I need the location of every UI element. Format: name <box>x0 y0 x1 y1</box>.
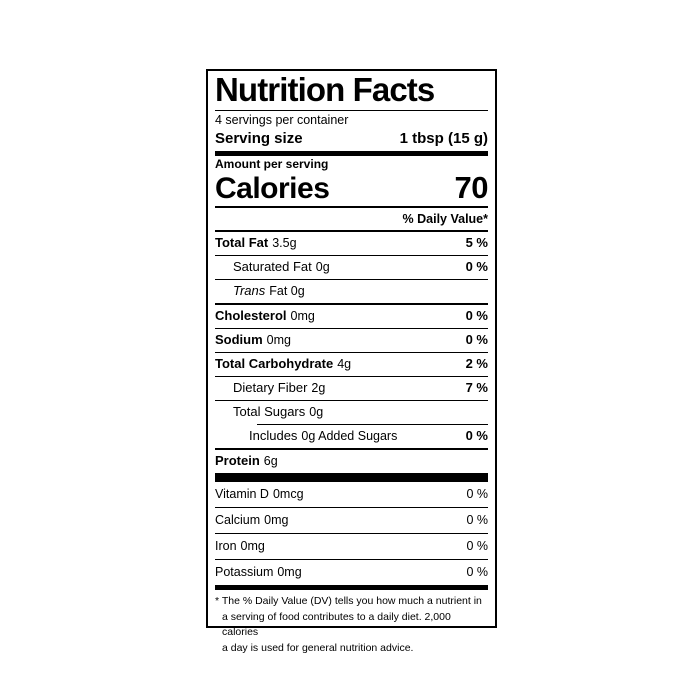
vitamin-name: Iron <box>215 539 237 553</box>
nutrient-dv: 0 % <box>465 332 488 347</box>
calories-value: 70 <box>454 170 489 205</box>
calories-label: Calories <box>215 172 330 205</box>
nutrient-qty: 6g <box>263 454 278 468</box>
nutrient-dv: 0 % <box>465 259 488 274</box>
vitamin-qty: 0mcg <box>272 487 304 501</box>
page-title: Nutrition Facts <box>215 71 435 108</box>
nutrient-dv: 0 % <box>465 308 488 323</box>
nutrient-row-cholesterol: Cholesterol 0mg 0 % <box>215 305 488 328</box>
nutrient-row-sodium: Sodium 0mg 0 % <box>215 329 488 352</box>
serving-size-value: 1 tbsp (15 g) <box>399 130 488 147</box>
nutrient-name: Total Fat <box>215 235 269 250</box>
thick-divider-footnote <box>215 585 488 590</box>
nutrient-dv: 2 % <box>465 356 488 371</box>
nutrient-row-protein: Protein 6g <box>215 450 488 473</box>
vitamin-dv: 0 % <box>466 487 488 501</box>
nutrient-dv: 5 % <box>465 235 488 250</box>
nutrient-row-total-sugars: Total Sugars 0g <box>215 401 488 424</box>
row-divider <box>215 328 488 329</box>
nutrient-name: Sodium <box>215 332 263 347</box>
footnote-line-2: a serving of food contributes to a daily… <box>222 610 451 639</box>
row-divider-indented <box>257 424 488 425</box>
nutrient-name: Total Carbohydrate <box>215 356 334 371</box>
nutrient-row-dietary-fiber: Dietary Fiber 2g 7 % <box>215 377 488 400</box>
daily-value-header: % Daily Value* <box>402 212 488 226</box>
title-divider <box>215 110 488 111</box>
nutrient-qty: 0mg <box>266 333 291 347</box>
nutrient-name: Dietary Fiber <box>233 380 308 395</box>
vitamin-row-calcium: Calcium 0mg 0 % <box>215 508 488 533</box>
vitamin-dv: 0 % <box>466 565 488 579</box>
nutrient-dv: 7 % <box>465 380 488 395</box>
nutrition-facts-panel: Nutrition Facts 4 servings per container… <box>206 69 497 654</box>
vitamin-name: Potassium <box>215 565 274 579</box>
nutrient-row-total-carbohydrate: Total Carbohydrate 4g 2 % <box>215 353 488 376</box>
row-divider <box>215 352 488 353</box>
vitamin-dv: 0 % <box>466 513 488 527</box>
divider-below-calories <box>215 206 488 208</box>
vitamin-name: Calcium <box>215 513 261 527</box>
nutrient-row-total-fat: Total Fat 3.5g 5 % <box>215 232 488 255</box>
row-divider <box>215 507 488 508</box>
row-divider <box>215 279 488 280</box>
row-divider <box>215 559 488 560</box>
servings-per-container: 4 servings per container <box>215 113 349 127</box>
serving-size-label: Serving size <box>215 130 303 147</box>
amount-per-serving-label: Amount per serving <box>215 157 329 171</box>
footnote-line-1: * The % Daily Value (DV) tells you how m… <box>215 595 482 607</box>
row-divider <box>215 303 488 305</box>
daily-value-footnote: * The % Daily Value (DV) tells you how m… <box>215 590 488 656</box>
nutrient-row-saturated-fat: Saturated Fat 0g 0 % <box>215 256 488 279</box>
nutrient-qty: 0g <box>315 260 330 274</box>
row-divider <box>215 376 488 377</box>
vitamin-qty: 0mg <box>264 513 289 527</box>
vitamin-qty: 0mg <box>277 565 302 579</box>
nutrient-name: Cholesterol <box>215 308 287 323</box>
nutrient-qty: 3.5g <box>272 236 297 250</box>
nutrient-name: Saturated Fat <box>233 259 312 274</box>
row-divider <box>215 400 488 401</box>
serving-size-row: Serving size 1 tbsp (15 g) <box>215 129 488 151</box>
calories-row: Calories 70 <box>215 170 489 206</box>
row-divider <box>215 448 488 450</box>
row-divider <box>215 533 488 534</box>
divider-above-total-fat <box>215 230 488 232</box>
footnote-line-3: a day is used for general nutrition advi… <box>222 641 414 654</box>
nutrient-qty: 0g Added Sugars <box>301 429 398 443</box>
nutrient-name: Trans <box>233 283 266 298</box>
nutrient-name: Includes <box>249 428 298 443</box>
nutrient-qty: 4g <box>337 357 352 371</box>
vitamin-row-iron: Iron 0mg 0 % <box>215 534 488 559</box>
nutrient-row-added-sugars: Includes 0g Added Sugars 0 % <box>215 425 488 448</box>
nutrient-qty: 0g <box>309 405 324 419</box>
row-divider <box>215 255 488 256</box>
nutrient-row-trans-fat: Trans Fat 0g <box>215 280 488 303</box>
thick-divider-calories <box>215 151 488 156</box>
nutrient-qty: 0mg <box>290 309 315 323</box>
thick-divider-vitamins <box>215 473 488 482</box>
vitamin-row-vitamin-d: Vitamin D 0mcg 0 % <box>215 482 488 507</box>
nutrient-name: Total Sugars <box>233 404 306 419</box>
vitamin-qty: 0mg <box>240 539 265 553</box>
nutrient-qty: 2g <box>311 381 326 395</box>
vitamin-row-potassium: Potassium 0mg 0 % <box>215 560 488 585</box>
vitamin-name: Vitamin D <box>215 487 269 501</box>
nutrient-name: Protein <box>215 453 260 468</box>
vitamin-dv: 0 % <box>466 539 488 553</box>
nutrient-qty: Fat 0g <box>269 284 305 298</box>
nutrient-dv: 0 % <box>465 428 488 443</box>
